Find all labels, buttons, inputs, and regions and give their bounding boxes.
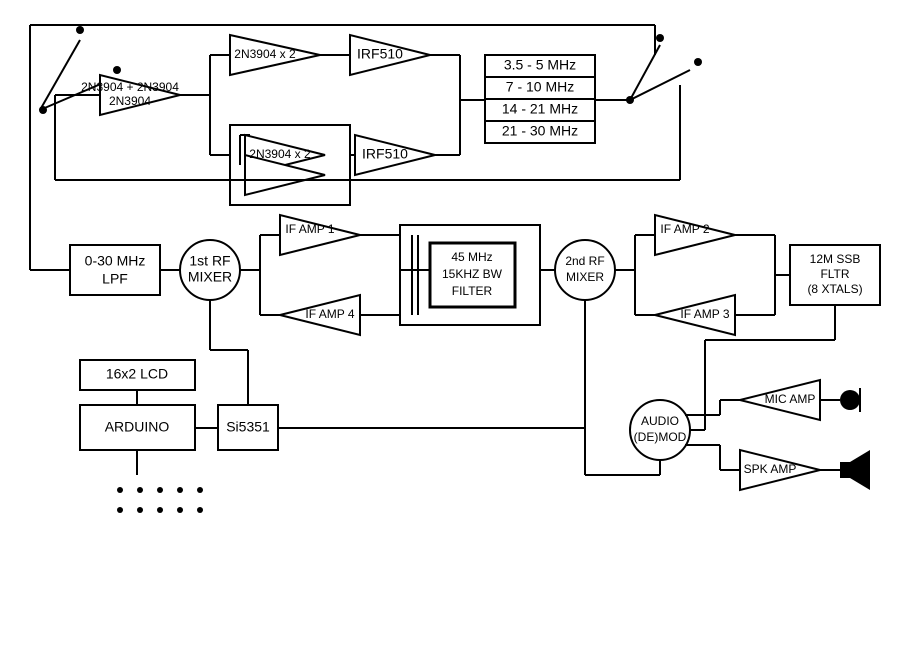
ifamp4-block: IF AMP 4 [280,295,360,335]
pa1-label: IRF510 [357,46,403,62]
ifamp2-label: IF AMP 2 [660,222,709,236]
ssb-label-1: 12M SSB [810,252,861,266]
pa2-label: IRF510 [362,146,408,162]
driver2-container: 2N3904 x 2 [230,125,350,205]
spkamp-block: SPK AMP [740,450,820,490]
lpf-block: 0-30 MHz LPF [70,245,160,295]
ssb-label-2: FLTR [820,267,849,281]
micamp-block: MIC AMP [740,380,820,420]
pa2-block: IRF510 [355,135,435,175]
ifamp3-label: IF AMP 3 [680,307,729,321]
ssb-label-3: (8 XTALS) [807,282,862,296]
lpf-label-2: LPF [102,271,128,287]
si5351-block: Si5351 [218,405,278,450]
iffilter-label-1: 45 MHz [451,250,492,264]
lpf-label-1: 0-30 MHz [85,253,146,269]
preamp-label-1: 2N3904 + 2N3904 [81,80,179,94]
iffilter-label-3: FILTER [452,284,493,298]
ifamp1-block: IF AMP 1 [280,215,360,255]
audiomod-label-1: AUDIO [641,414,679,428]
bpf1-label: 3.5 - 5 MHz [504,57,576,73]
lcd-label: 16x2 LCD [106,366,168,382]
bpf3-label: 14 - 21 MHz [502,101,578,117]
pa1-block: IRF510 [350,35,430,75]
microphone-icon [840,388,860,412]
mixer1-block: 1st RF MIXER [180,240,240,300]
bpf2-label: 7 - 10 MHz [506,79,574,95]
ssbfilter-block: 12M SSB FLTR (8 XTALS) [790,245,880,305]
ifamp4-label: IF AMP 4 [305,307,354,321]
audiomod-block: AUDIO (DE)MOD [630,400,690,460]
arduino-label: ARDUINO [105,419,170,435]
preamp-label-2: 2N3904 [109,94,151,108]
iffilter-assembly: 45 MHz 15KHZ BW FILTER [400,225,540,325]
mixer2-block: 2nd RF MIXER [555,240,615,300]
mixer2-label-2: MIXER [566,270,604,284]
arduino-block: ARDUINO [80,405,195,450]
micamp-label: MIC AMP [765,392,816,406]
speaker-icon [840,450,870,490]
iffilter-label-2: 15KHZ BW [442,267,503,281]
driver1-block: 2N3904 x 2 [230,35,320,75]
driver1-label: 2N3904 x 2 [234,47,296,61]
ifamp1-label: IF AMP 1 [285,222,334,236]
bpf4-label: 21 - 30 MHz [502,123,578,139]
driver2-label: 2N3904 x 2 [249,147,311,161]
si5351-label: Si5351 [226,419,270,435]
lcd-block: 16x2 LCD [80,360,195,390]
mixer1-label-2: MIXER [188,269,232,285]
spkamp-label: SPK AMP [744,462,797,476]
mixer1-label-1: 1st RF [189,253,230,269]
mixer2-label-1: 2nd RF [565,254,604,268]
audiomod-label-2: (DE)MOD [634,430,687,444]
antenna-right [626,34,702,104]
ifamp2-block: IF AMP 2 [655,215,735,255]
bpf-stack: 3.5 - 5 MHz 7 - 10 MHz 14 - 21 MHz 21 - … [485,55,595,143]
controls-icon [117,450,203,513]
ifamp3-block: IF AMP 3 [655,295,735,335]
